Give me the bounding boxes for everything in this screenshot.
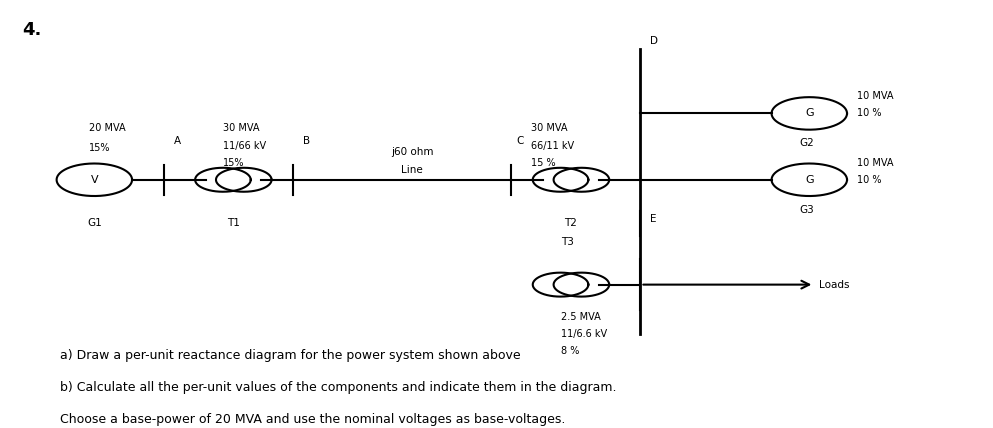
Text: 11/6.6 kV: 11/6.6 kV <box>561 329 607 339</box>
Text: T1: T1 <box>227 217 239 228</box>
Text: 66/11 kV: 66/11 kV <box>531 141 574 152</box>
Text: j60 ohm: j60 ohm <box>391 147 433 157</box>
Text: V: V <box>90 175 98 185</box>
Text: b) Calculate all the per-unit values of the components and indicate them in the : b) Calculate all the per-unit values of … <box>60 381 616 394</box>
Text: G2: G2 <box>799 138 814 149</box>
Text: 15%: 15% <box>223 158 245 169</box>
Text: G1: G1 <box>87 217 101 228</box>
Text: 8 %: 8 % <box>561 346 580 356</box>
Text: 20 MVA: 20 MVA <box>89 123 126 134</box>
Text: T2: T2 <box>565 217 577 228</box>
Text: G: G <box>805 108 813 119</box>
Text: 15%: 15% <box>89 143 111 153</box>
Text: G3: G3 <box>799 205 814 215</box>
Text: 4.: 4. <box>22 21 42 39</box>
Text: B: B <box>303 136 310 146</box>
Text: Choose a base-power of 20 MVA and use the nominal voltages as base-voltages.: Choose a base-power of 20 MVA and use th… <box>60 413 565 426</box>
Text: 15 %: 15 % <box>531 158 556 169</box>
Text: E: E <box>650 214 657 224</box>
Text: A: A <box>174 136 181 146</box>
Text: 10 MVA: 10 MVA <box>857 158 894 168</box>
Text: a) Draw a per-unit reactance diagram for the power system shown above: a) Draw a per-unit reactance diagram for… <box>60 349 520 362</box>
Text: 30 MVA: 30 MVA <box>531 123 568 134</box>
Text: G: G <box>805 175 813 185</box>
Text: Line: Line <box>401 165 423 175</box>
Text: 10 %: 10 % <box>857 175 882 185</box>
Text: D: D <box>650 36 658 46</box>
Text: T3: T3 <box>561 237 574 247</box>
Text: 10 %: 10 % <box>857 108 882 119</box>
Text: Loads: Loads <box>819 279 850 290</box>
Text: 2.5 MVA: 2.5 MVA <box>561 312 601 322</box>
Text: C: C <box>516 136 523 146</box>
Text: 11/66 kV: 11/66 kV <box>223 141 266 152</box>
Text: 30 MVA: 30 MVA <box>223 123 260 134</box>
Text: 10 MVA: 10 MVA <box>857 91 894 101</box>
